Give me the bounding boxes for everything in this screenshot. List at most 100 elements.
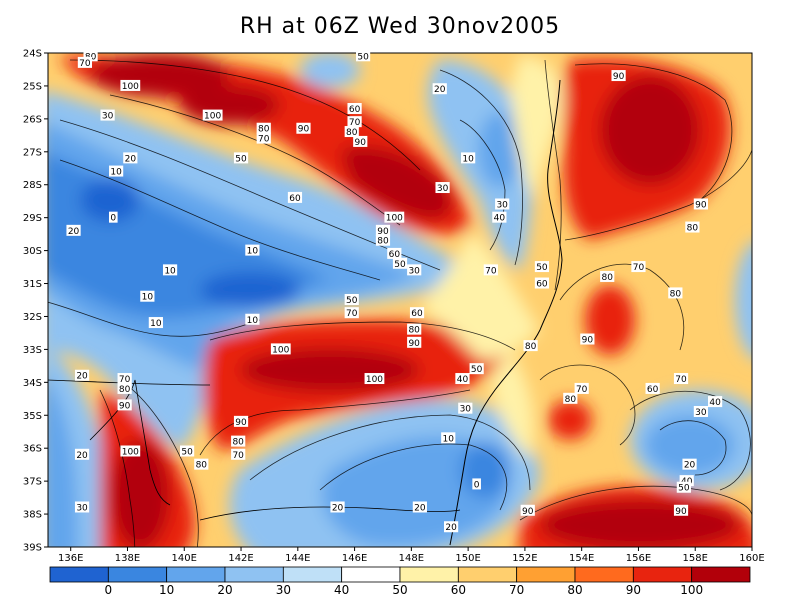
contour-label: 80 xyxy=(407,323,422,336)
contour-label-box xyxy=(364,373,385,385)
contour-label-text: 20 xyxy=(125,154,137,164)
contour-label-text: 80 xyxy=(565,395,577,405)
contour-labels: 8070100100305020906070809090807050201010… xyxy=(66,50,723,533)
contour-label-box xyxy=(100,109,115,121)
lon-tick-label: 136E xyxy=(58,553,83,564)
contour-label-box xyxy=(245,313,260,325)
contour-label-box xyxy=(66,224,81,236)
lat-tick-label: 33S xyxy=(23,345,42,356)
contour-label: 80 xyxy=(117,382,132,395)
contour-label-text: 10 xyxy=(110,168,122,178)
contour-label: 60 xyxy=(287,191,303,204)
latitude-axis: 24S 25S 26S 27S 28S 29S 30S 31S 32S 33S 34S 35S 36S 3… xyxy=(23,49,48,554)
contour-label: 40 xyxy=(455,373,470,385)
contour-label-box xyxy=(117,373,132,385)
contour-label-text: 50 xyxy=(471,365,483,375)
contour-label-text: 90 xyxy=(408,339,420,349)
contour-label-text: 30 xyxy=(695,408,707,418)
contour-label-text: 70 xyxy=(576,385,588,395)
contour-label-box xyxy=(140,290,155,302)
state-border-south xyxy=(199,506,461,521)
contour-label-text: 10 xyxy=(142,293,154,303)
contour-lines xyxy=(48,59,752,547)
contour-label: 50 xyxy=(233,152,249,164)
contour-label-box xyxy=(412,501,427,513)
contour-label-box xyxy=(645,382,660,394)
contour-label-box xyxy=(580,333,595,345)
moist-maximum-north-2 xyxy=(180,85,280,125)
contour-label: 40 xyxy=(707,396,723,408)
contour-label: 50 xyxy=(344,294,359,306)
colorbar-label: 40 xyxy=(334,583,349,597)
lon-tick-label: 144E xyxy=(285,553,310,564)
transition-zone-north xyxy=(510,55,564,200)
colorbar-swatch xyxy=(516,566,576,583)
dry-minimum-north-central xyxy=(478,112,522,188)
contour-label: 50 xyxy=(534,261,550,273)
colorbar-label: 30 xyxy=(276,583,291,597)
contour-label-text: 50 xyxy=(235,154,247,164)
contour-label-box xyxy=(679,475,694,487)
contour-label-text: 80 xyxy=(377,237,389,247)
contour-label-text: 30 xyxy=(76,503,88,513)
lat-tick-label: 36S xyxy=(23,444,42,455)
colorbar-label: 10 xyxy=(159,583,174,597)
contour-label-box xyxy=(83,50,98,62)
contour-label-box xyxy=(392,257,408,269)
lat-tick-label: 32S xyxy=(23,312,42,323)
contour-label: 90 xyxy=(296,122,311,135)
contour-label: 20 xyxy=(74,448,90,461)
contour-label-box xyxy=(109,165,124,177)
contour-label: 90 xyxy=(353,135,368,148)
contour-label: 90 xyxy=(233,415,249,428)
contour-label-text: 20 xyxy=(434,85,446,95)
contour-label-text: 90 xyxy=(675,507,687,517)
contour-label-text: 100 xyxy=(122,447,139,457)
contour-label-text: 50 xyxy=(536,263,548,273)
contour-label: 90 xyxy=(117,399,132,411)
contour-label: 60 xyxy=(387,247,402,260)
contour-label: 90 xyxy=(375,224,391,237)
dry-minimum-0 xyxy=(80,178,140,222)
contour-label-box xyxy=(233,152,249,164)
dry-region-southwest-core xyxy=(48,379,78,547)
contour-label-text: 70 xyxy=(675,375,687,385)
contour-label-box xyxy=(685,221,700,233)
contour-label: 20 xyxy=(330,501,345,513)
contour-label-box xyxy=(673,504,689,516)
contour-label: 10 xyxy=(245,313,260,326)
contour-label-box xyxy=(375,224,391,236)
contour-label-box xyxy=(245,244,260,256)
contour-label-text: 50 xyxy=(181,447,193,457)
contour-label-box xyxy=(693,198,709,210)
contour-label: 80 xyxy=(600,270,615,283)
contour-label-box xyxy=(407,264,422,276)
contour-label-box xyxy=(355,50,371,62)
lon-tick-label: 150E xyxy=(455,553,480,564)
contour-label-box xyxy=(492,211,507,223)
lat-tick-label: 25S xyxy=(23,81,42,92)
contour-label-text: 0 xyxy=(474,480,480,490)
colorbar-swatch xyxy=(399,566,459,583)
contour-label-box xyxy=(270,343,291,355)
contour-label-text: 80 xyxy=(408,326,420,336)
colorbar-swatch xyxy=(574,566,634,583)
contour-label: 100 xyxy=(120,445,141,457)
contour-label-text: 10 xyxy=(150,319,162,329)
contour-label-text: 90 xyxy=(522,507,534,517)
contour-label-box xyxy=(523,340,538,352)
contour-label-box xyxy=(344,126,359,138)
contour-label-box xyxy=(384,211,405,223)
contour-label-text: 80 xyxy=(670,289,682,299)
contour-label-box xyxy=(563,392,578,404)
contour-label-box xyxy=(74,448,90,460)
contour-label-box xyxy=(432,83,447,95)
contour-label: 60 xyxy=(409,307,425,319)
contour-label: 50 xyxy=(676,481,691,494)
contour-label-text: 20 xyxy=(76,451,88,461)
moist-maximum-central xyxy=(240,348,420,392)
moist-maximum-east xyxy=(600,75,700,185)
dry-region-east-core xyxy=(645,415,735,475)
contour-label-box xyxy=(74,369,90,381)
lon-tick-label: 146E xyxy=(342,553,367,564)
